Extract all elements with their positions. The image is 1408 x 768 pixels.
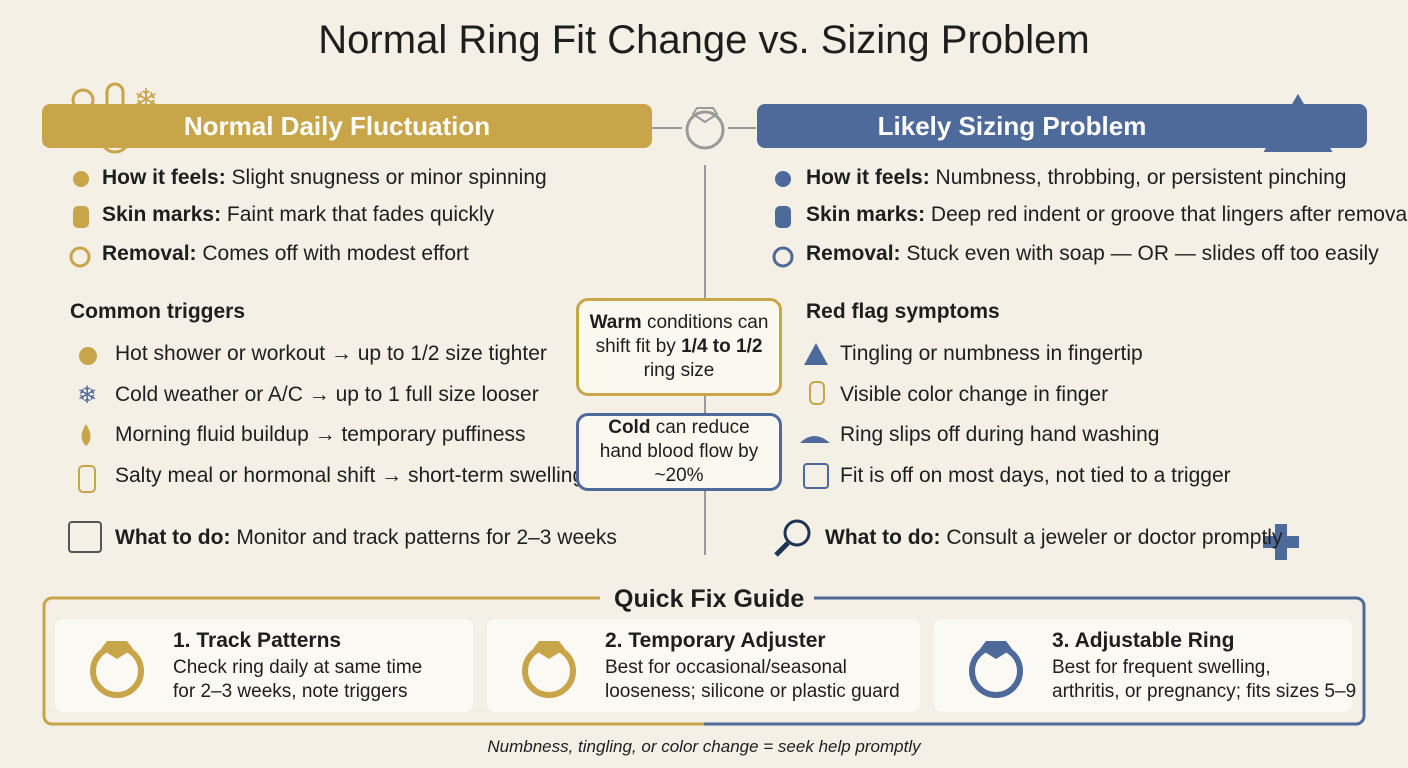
svg-text:❄: ❄	[77, 382, 97, 409]
todo: What to do: Monitor and track patterns f…	[115, 526, 617, 550]
list-item: Fit is off on most days, not tied to a t…	[840, 463, 1231, 487]
footer: Numbness, tingling, or color change = se…	[487, 737, 921, 756]
list-item: Hot shower or workout → up to 1/2 size t…	[115, 342, 547, 365]
callout: Warm conditions can shift fit by 1/4 to …	[576, 298, 782, 396]
feature-row: Removal: Comes off with modest effort	[102, 242, 469, 266]
todo-label: What to do:	[825, 526, 941, 549]
card-line: looseness; silicone or plastic guard	[605, 681, 900, 702]
feature-label: Skin marks:	[806, 203, 926, 226]
list-item: Cold weather or A/C → up to 1 full size …	[115, 382, 539, 406]
feature-row: Skin marks: Faint mark that fades quickl…	[102, 203, 494, 227]
list-title: Red flag symptoms	[806, 300, 1000, 323]
todo-text: Consult a jeweler or doctor promptly	[946, 526, 1283, 549]
feature-row: How it feels: Numbness, throbbing, or pe…	[806, 166, 1346, 190]
card-title: 3. Adjustable Ring	[1052, 629, 1235, 652]
callout: Cold can reduce hand blood flow by ~20%	[576, 413, 782, 491]
feature-label: How it feels:	[806, 166, 930, 189]
feature-text: Stuck even with soap — OR — slides off t…	[906, 242, 1379, 265]
feature-text: Slight snugness or minor spinning	[231, 166, 547, 189]
card-title: 1. Track Patterns	[173, 629, 342, 652]
card-line: Check ring daily at same time	[173, 657, 423, 678]
text: ring size	[643, 360, 715, 381]
text: can reduce hand blood flow by ~20%	[599, 417, 759, 486]
feature-row: Skin marks: Deep red indent or groove th…	[806, 203, 1408, 227]
fix-card: 1. Track Patterns Check ring daily at sam…	[55, 619, 473, 712]
feature-row: Removal: Stuck even with soap — OR — sli…	[806, 242, 1379, 266]
left-heading-text: Normal Daily Fluctuation	[183, 110, 491, 141]
card-line: for 2–3 weeks, note triggers	[173, 681, 408, 702]
list-item: Morning fluid buildup → temporary puffin…	[115, 423, 526, 446]
right-heading: Likely Sizing Problem	[757, 104, 1367, 148]
card-line: Best for frequent swelling,	[1052, 657, 1271, 678]
card-line: arthritis, or pregnancy; fits sizes 5–9	[1052, 681, 1357, 702]
list-item: Salty meal or hormonal shift → short-ter…	[115, 463, 585, 487]
feature-text: Faint mark that fades quickly	[226, 203, 495, 226]
feature-label: How it feels:	[102, 166, 226, 189]
fix-card: 3. Adjustable Ring Best for frequent swel…	[934, 619, 1356, 712]
feature-text: Deep red indent or groove that lingers a…	[930, 203, 1408, 226]
feature-label: Skin marks:	[102, 203, 222, 226]
text: Cold	[608, 417, 651, 438]
feature-text: Numbness, throbbing, or persistent pinch…	[935, 166, 1347, 189]
right-heading-text: Likely Sizing Problem	[877, 110, 1147, 141]
callout-text: Warm conditions can shift fit by 1/4 to …	[585, 311, 773, 383]
feature-row: How it feels: Slight snugness or minor s…	[102, 166, 547, 190]
callout-text: Cold can reduce hand blood flow by ~20%	[585, 416, 773, 488]
card-title: 2. Temporary Adjuster	[605, 629, 826, 652]
feature-label: Removal:	[806, 242, 901, 265]
list-item: Ring slips off during hand washing	[840, 423, 1160, 446]
todo: What to do: Consult a jeweler or doctor …	[825, 526, 1282, 550]
text: 1/4 to 1/2	[681, 336, 763, 357]
text: conditions can shift fit by	[595, 312, 769, 357]
card-icon	[522, 641, 576, 698]
feature-label: Removal:	[102, 242, 197, 265]
list-item: Tingling or numbness in fingertip	[840, 342, 1143, 365]
todo-text: Monitor and track patterns for 2–3 weeks	[236, 526, 617, 549]
card-line: Best for occasional/seasonal	[605, 657, 847, 678]
fix-card: 2. Temporary Adjuster Best for occasional…	[487, 619, 920, 712]
feature-text: Comes off with modest effort	[202, 242, 469, 265]
quick-fix-title: Quick Fix Guide	[604, 585, 815, 614]
left-heading: Normal Daily Fluctuation	[42, 104, 652, 148]
title: Normal Ring Fit Change vs. Sizing Proble…	[318, 18, 1090, 62]
todo-label: What to do:	[115, 526, 231, 549]
card-icon	[969, 641, 1023, 698]
text: Warm	[589, 312, 642, 333]
card-icon	[90, 641, 144, 698]
list-item: Visible color change in finger	[840, 382, 1109, 406]
list-title: Common triggers	[70, 300, 246, 323]
